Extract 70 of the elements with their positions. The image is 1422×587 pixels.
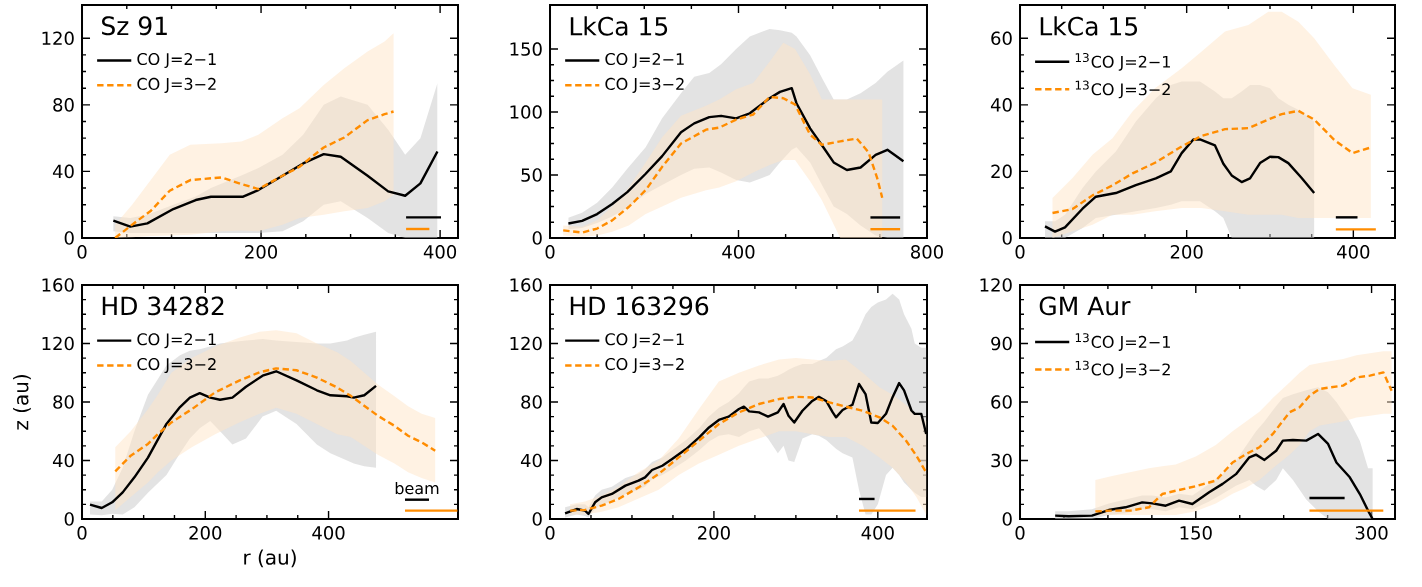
y-tick-label: 120 [42, 336, 74, 351]
y-tick-label: 90 [991, 336, 1012, 351]
line-series [1043, 138, 1316, 233]
x-tick-label: 150 [1180, 526, 1212, 540]
chart-title: Sz 91 [102, 16, 167, 36]
y-tick-label: 0 [532, 231, 542, 245]
y-tick-label: 150 [510, 42, 542, 56]
x-tick-label: 400 [312, 526, 345, 540]
legend-label: CO J=2−1 [605, 333, 684, 349]
x-tick-label: 400 [423, 245, 457, 259]
x-tick-label: 200 [245, 245, 278, 259]
y-tick-label: 60 [991, 31, 1012, 46]
chart-title: LkCa 15 [1040, 16, 1138, 36]
chart-title: HD 34282 [102, 296, 224, 316]
y-tick-label: 80 [521, 395, 542, 409]
y-tick-label: 40 [52, 453, 74, 468]
y-tick-label: 0 [1002, 231, 1012, 245]
chart-title: LkCa 15 [570, 16, 668, 36]
y-tick-label: 120 [980, 278, 1012, 292]
x-tick-label: 400 [1337, 245, 1370, 259]
legend-label: CO J=3−2 [605, 77, 684, 93]
y-tick-label: 60 [991, 395, 1012, 409]
legend-label: $^{13}$CO J=2−1 [1075, 333, 1170, 351]
legend-label: CO J=3−2 [605, 358, 684, 374]
x-tick-label: 300 [1355, 526, 1388, 540]
y-tick-label: 40 [520, 453, 542, 468]
legend-label: CO J=2−1 [605, 52, 684, 69]
y-tick-label: 120 [42, 31, 74, 46]
legend-label: CO J=3−2 [137, 77, 216, 93]
legend-label: $^{13}$CO J=2−1 [1075, 53, 1170, 71]
y-tick-label: 80 [53, 98, 74, 112]
legend-label: CO J=3−2 [137, 358, 216, 374]
x-tick-label: 0 [1015, 245, 1025, 259]
legend-label: CO J=2−1 [137, 333, 216, 349]
y-tick-label: 0 [64, 512, 74, 526]
x-tick-label: 400 [722, 245, 755, 259]
y-tick-label: 100 [510, 105, 542, 119]
y-tick-label: 40 [990, 98, 1012, 112]
x-tick-label: 400 [861, 526, 894, 540]
y-tick-label: 0 [64, 231, 74, 245]
x-tick-label: 200 [189, 526, 222, 540]
y-tick-label: 50 [521, 168, 542, 182]
y-tick-label: 40 [52, 164, 74, 179]
x-tick-label: 0 [1015, 526, 1025, 540]
legend-label: CO J=2−1 [137, 52, 216, 69]
legend-label: $^{13}$CO J=3−2 [1075, 80, 1170, 99]
x-tick-label: 0 [77, 245, 87, 259]
y-tick-label: 0 [532, 512, 542, 526]
x-axis-title: r (au) [244, 549, 296, 568]
y-tick-label: 160 [42, 278, 74, 292]
line-series [113, 110, 395, 238]
x-tick-label: 0 [545, 245, 555, 259]
y-tick-label: 30 [991, 453, 1012, 468]
x-tick-label: 0 [77, 526, 87, 540]
annotation: beam [395, 481, 439, 495]
y-tick-label: 120 [510, 336, 542, 351]
y-tick-label: 20 [991, 164, 1012, 179]
chart-title: HD 163296 [570, 296, 709, 316]
y-tick-label: 160 [510, 278, 542, 292]
line-series [112, 150, 439, 228]
legend-label: $^{13}$CO J=3−2 [1075, 360, 1170, 379]
chart-title: GM Aur [1039, 296, 1131, 316]
y-axis-title: z (au) [13, 375, 31, 430]
x-tick-label: 0 [545, 526, 555, 540]
x-tick-label: 200 [698, 526, 730, 540]
y-tick-label: 0 [1002, 512, 1012, 526]
x-tick-label: 800 [911, 245, 943, 259]
line-series [562, 95, 884, 234]
y-tick-label: 80 [53, 395, 74, 409]
x-tick-label: 200 [1170, 245, 1203, 259]
